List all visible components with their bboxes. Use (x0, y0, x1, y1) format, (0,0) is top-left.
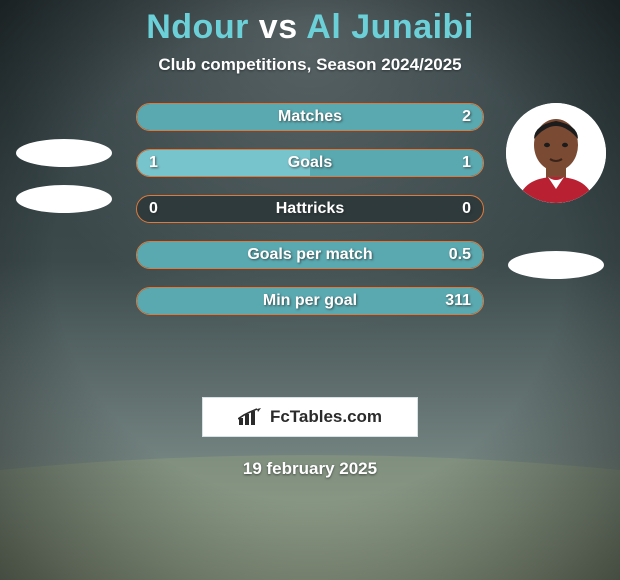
page-title: Ndour vs Al Junaibi (0, 0, 620, 47)
player-left-column (4, 103, 124, 213)
stat-value-right: 1 (462, 154, 471, 172)
stat-value-right: 0 (462, 200, 471, 218)
brand-text: FcTables.com (270, 407, 382, 427)
stat-label: Min per goal (263, 292, 357, 310)
stat-row: Goals per match 0.5 (136, 241, 484, 269)
stat-value-right: 2 (462, 108, 471, 126)
stat-value-right: 0.5 (449, 246, 471, 264)
stat-label: Hattricks (276, 200, 344, 218)
person-icon (506, 103, 606, 203)
player-right-avatar (506, 103, 606, 203)
title-vs: vs (259, 8, 298, 46)
date-text: 19 february 2025 (0, 459, 620, 479)
stat-value-left: 1 (149, 154, 158, 172)
stats-list: Matches 2 Goals 1 1 Hattricks 0 0 Goals per matc… (136, 103, 484, 315)
stat-fill-right (310, 150, 483, 176)
stat-row: Matches 2 (136, 103, 484, 131)
bar-chart-icon (238, 408, 262, 426)
brand-badge: FcTables.com (202, 397, 418, 437)
title-player1: Ndour (146, 8, 249, 46)
stat-row: Goals 1 1 (136, 149, 484, 177)
stat-label: Goals per match (247, 246, 372, 264)
player-right-club (508, 251, 604, 279)
stat-value-right: 311 (445, 292, 471, 310)
stat-label: Matches (278, 108, 342, 126)
subtitle: Club competitions, Season 2024/2025 (0, 55, 620, 75)
stat-value-left: 0 (149, 200, 158, 218)
stat-row: Min per goal 311 (136, 287, 484, 315)
player-left-club (16, 185, 112, 213)
stat-row: Hattricks 0 0 (136, 195, 484, 223)
title-player2: Al Junaibi (306, 8, 473, 46)
player-left-avatar (16, 139, 112, 167)
stat-fill-left (137, 150, 310, 176)
player-right-column (496, 103, 616, 279)
stat-label: Goals (288, 154, 332, 172)
